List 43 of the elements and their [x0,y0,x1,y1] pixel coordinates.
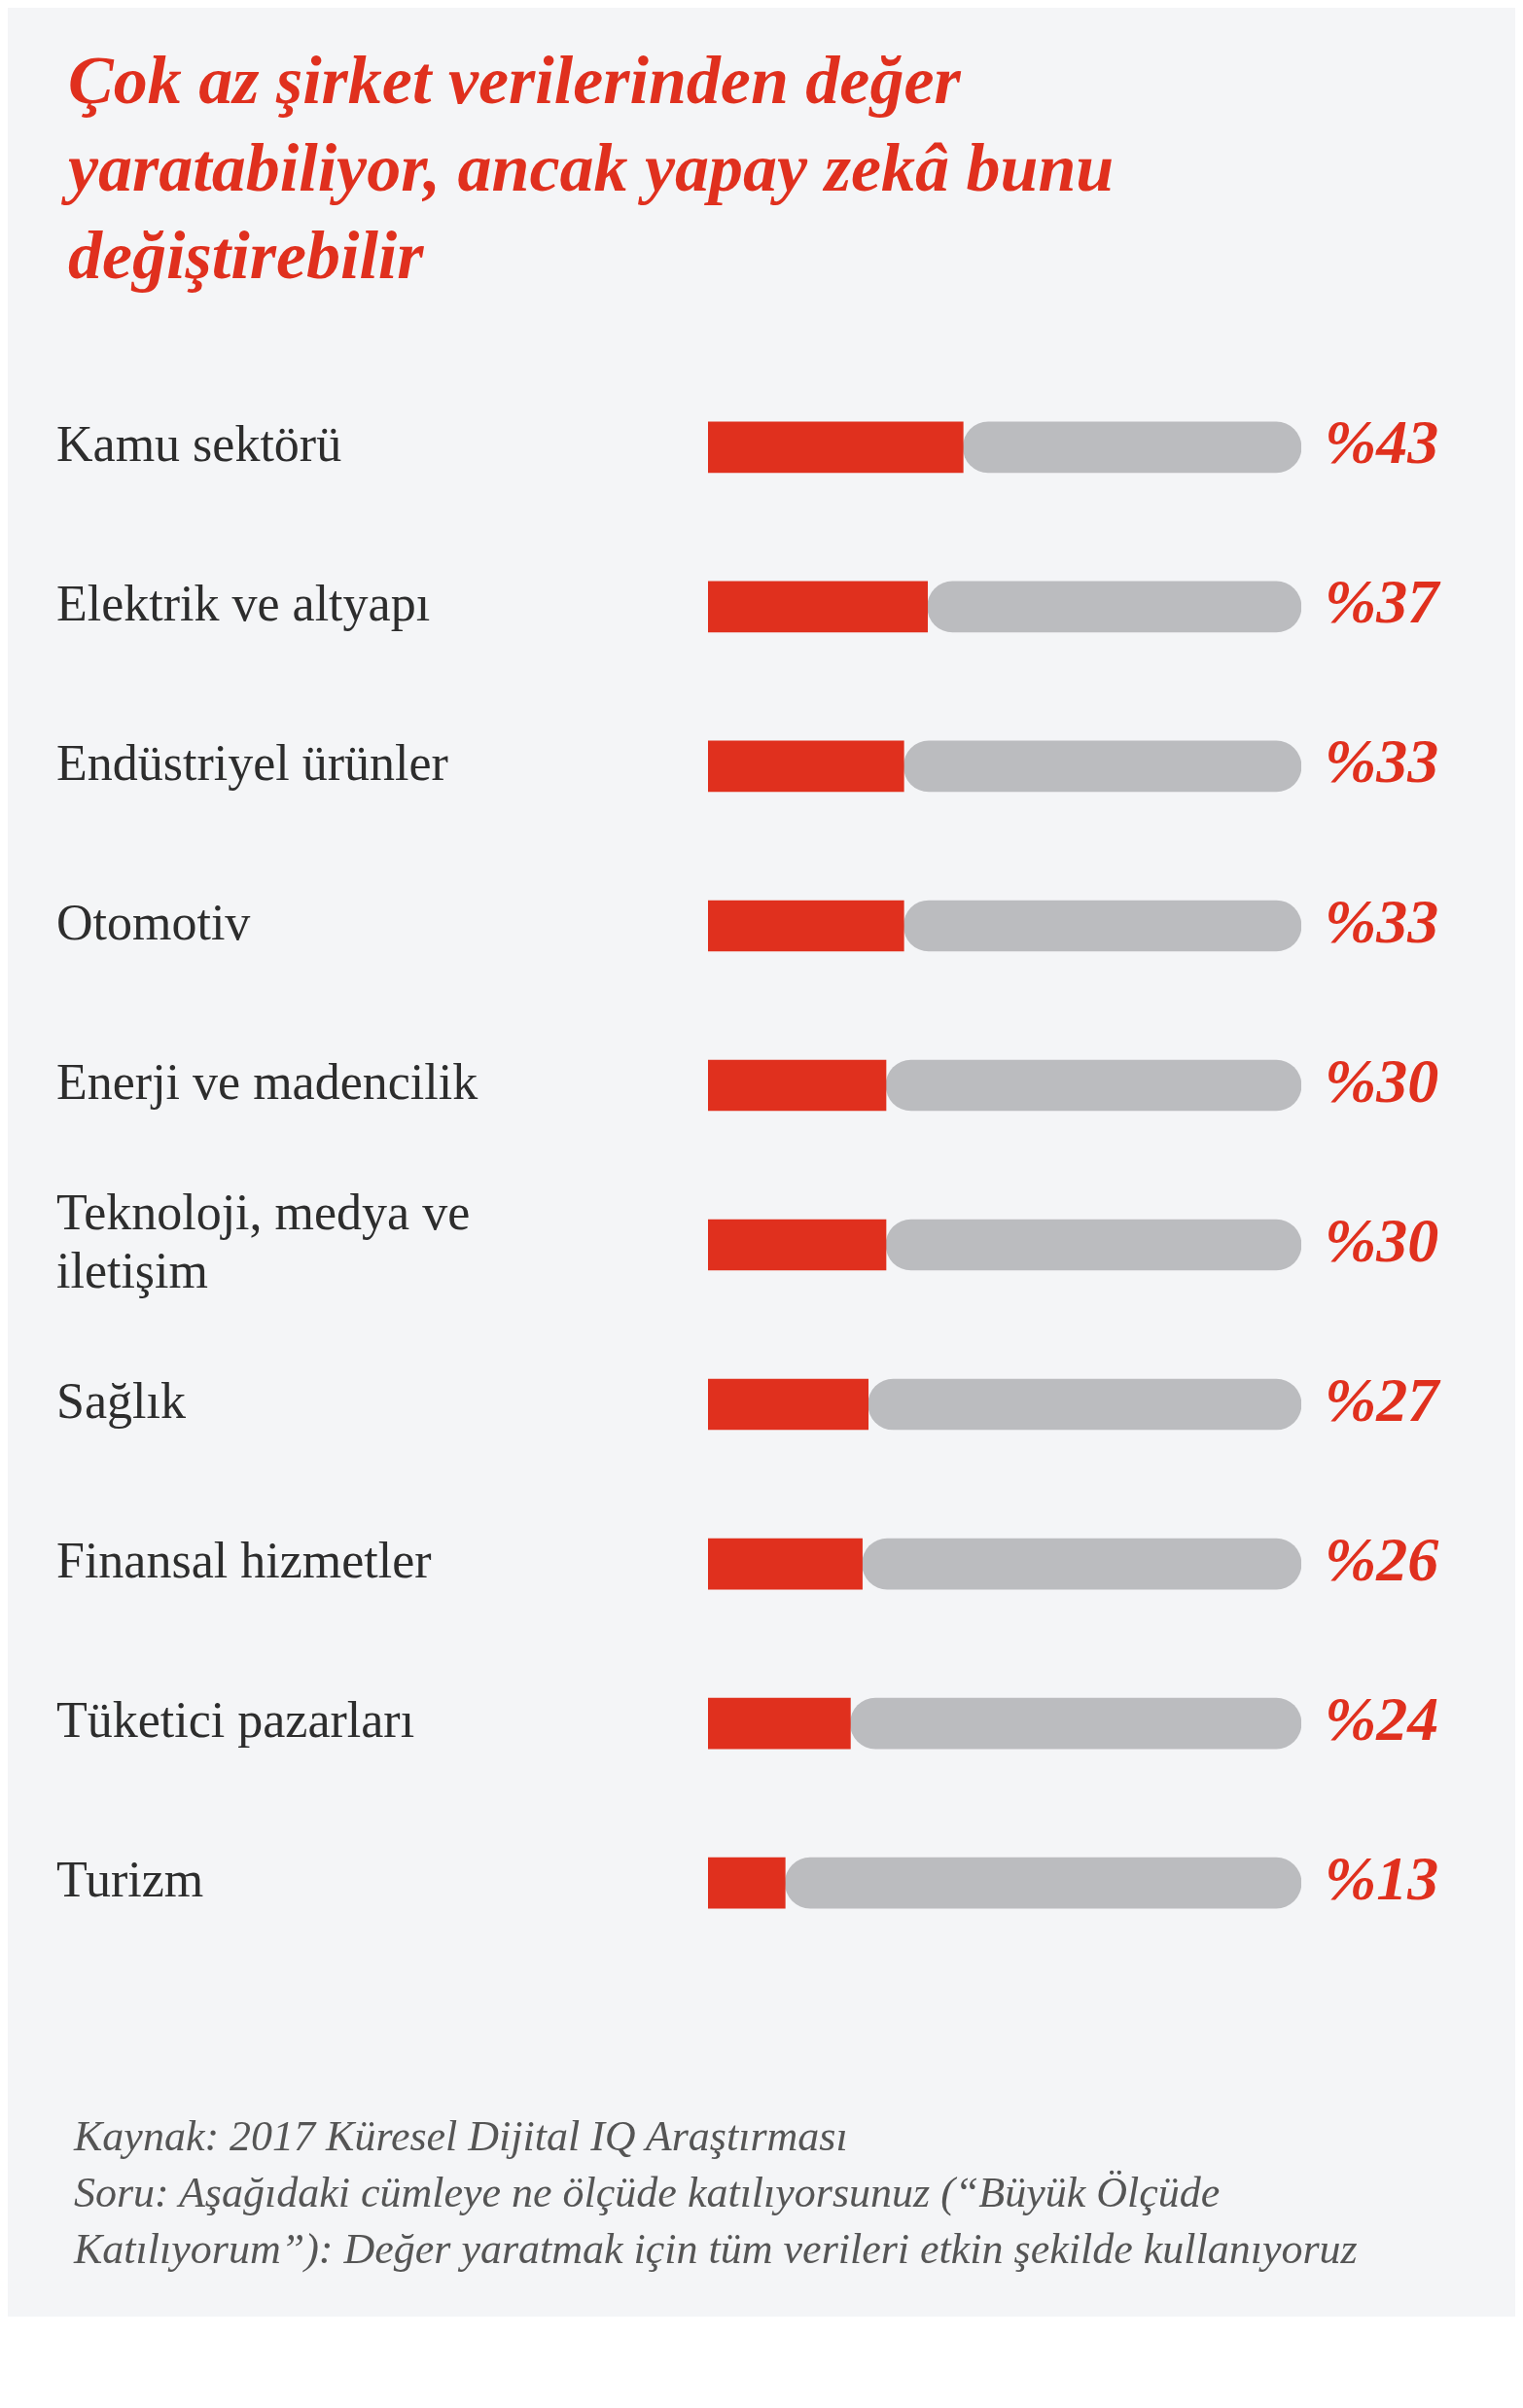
data-label: %13 [1325,1843,1439,1913]
bar [962,421,1301,474]
y-tick-label: Enerji ve madencilik [56,1053,478,1110]
bar [927,581,1301,633]
bar [708,421,964,474]
y-tick-label: Otomotiv [56,894,251,950]
data-label: %27 [1325,1364,1442,1434]
bar [708,1538,863,1590]
bar [708,1059,887,1112]
y-tick-label: Tüketici pazarları [56,1691,415,1748]
text: Soru: Aşağıdaki cümleye ne ölçüde katılıyorsunuz (“Büyük Ölçüde Katılıyorum”): Değer yaratmak için tüm verileri etkin şekilde kullanıyoruz [74,2168,1359,2275]
y-tick-label: Teknoloji, medya ve iletişim [56,1184,471,1298]
bar [868,1378,1301,1431]
bar [708,1378,869,1431]
bar [903,740,1301,793]
data-label: %26 [1325,1524,1439,1594]
bar [708,1857,786,1909]
data-label: %43 [1325,407,1439,478]
bar [903,900,1301,952]
data-label: %37 [1325,567,1442,637]
data-label: %30 [1325,1045,1439,1115]
bar [708,740,904,793]
bar [708,900,904,952]
bar [708,581,929,633]
y-tick-label: Sağlık [56,1372,186,1429]
bar [885,1059,1301,1112]
chart-title: Çok az şirket verilerinden değer yaratabiliyor, ancak yapay zekâ bunu değiştirebilir [60,42,1116,295]
text: Kaynak: 2017 Küresel Dijital IQ Araştırması [74,2111,849,2162]
data-label: %24 [1325,1683,1439,1753]
bar [708,1697,851,1750]
bar [784,1857,1301,1909]
data-label: %33 [1325,726,1439,797]
bar [850,1697,1301,1750]
bar [708,1219,887,1271]
bar [885,1219,1301,1271]
y-tick-label: Elektrik ve altyapı [56,575,431,631]
data-label: %30 [1325,1205,1439,1275]
y-tick-label: Finansal hizmetler [56,1532,432,1588]
y-tick-label: Turizm [56,1851,204,1907]
y-tick-label: Kamu sektörü [56,415,342,472]
y-tick-label: Endüstriyel ürünler [56,734,448,791]
bar [862,1538,1301,1590]
data-label: %33 [1325,886,1439,956]
